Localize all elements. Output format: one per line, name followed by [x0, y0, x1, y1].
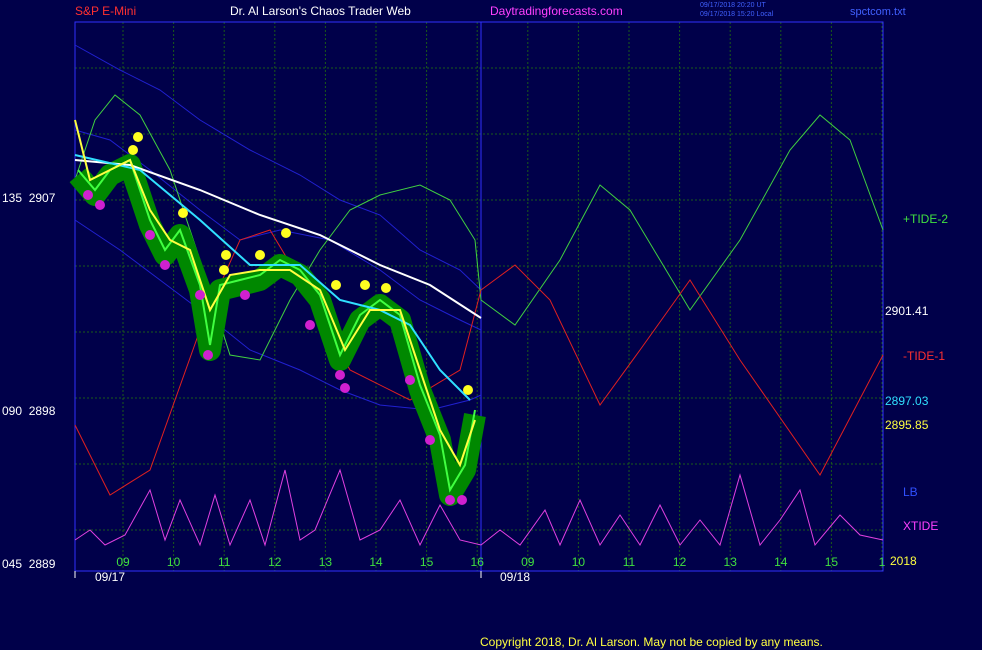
- left-label: 045 2889: [2, 557, 56, 571]
- hour-label: 14: [774, 555, 788, 569]
- right-label: -TIDE-1: [903, 349, 945, 363]
- low-dots: [83, 190, 467, 505]
- hour-label: 15: [825, 555, 839, 569]
- file-name: spctcom.txt: [850, 6, 906, 18]
- right-label: LB: [903, 485, 918, 499]
- date-label: 09/18: [500, 570, 530, 584]
- band-bottom: [74, 219, 482, 411]
- left-label: 135 2907: [2, 191, 56, 205]
- hour-label: 09: [521, 555, 535, 569]
- right-label: 2901.41: [885, 304, 929, 318]
- date-label: 09/17: [95, 570, 125, 584]
- price-bands: [69, 154, 486, 506]
- hour-label: 11: [623, 555, 636, 569]
- hour-label: 16: [471, 555, 485, 569]
- right-label: 2018: [890, 554, 917, 568]
- plot-frame: [74, 21, 884, 572]
- xtide: [74, 468, 884, 547]
- right-label: XTIDE: [903, 519, 938, 533]
- hour-label: 14: [369, 555, 383, 569]
- hour-label: 12: [268, 555, 282, 569]
- copyright: Copyright 2018, Dr. Al Larson. May not b…: [480, 635, 823, 649]
- hour-label: 09: [116, 555, 130, 569]
- high-dots: [128, 132, 473, 395]
- hour-label: 13: [319, 555, 333, 569]
- hour-label: 10: [167, 555, 181, 569]
- hour-label: 12: [673, 555, 687, 569]
- hour-label: 13: [724, 555, 738, 569]
- symbol: S&P E-Mini: [75, 4, 136, 18]
- hour-label: 1: [879, 555, 886, 569]
- site-name: Dr. Al Larson's Chaos Trader Web: [230, 4, 411, 18]
- right-label: +TIDE-2: [903, 212, 948, 226]
- tide-2: [74, 94, 884, 361]
- time-ut: 09/17/2018 20:20 UT: [700, 2, 766, 9]
- left-label: 090 2898: [2, 404, 56, 418]
- url: Daytradingforecasts.com: [490, 4, 623, 18]
- average-cyan: [74, 154, 471, 401]
- price: [77, 158, 476, 493]
- hour-label: 11: [218, 555, 231, 569]
- right-label: 2897.03: [885, 394, 929, 408]
- right-label: 2895.85: [885, 418, 929, 432]
- average-white: [74, 159, 482, 319]
- hour-labels: 09 10 11 12 13 14 15 16 09 10 11 12 13 14 15 1: [74, 555, 886, 578]
- hour-label: 15: [420, 555, 434, 569]
- time-local: 09/17/2018 15:20 Local: [700, 11, 774, 18]
- hour-label: 10: [572, 555, 586, 569]
- grid: [75, 22, 883, 571]
- average-yellow: [74, 119, 476, 468]
- band-top: [74, 44, 482, 291]
